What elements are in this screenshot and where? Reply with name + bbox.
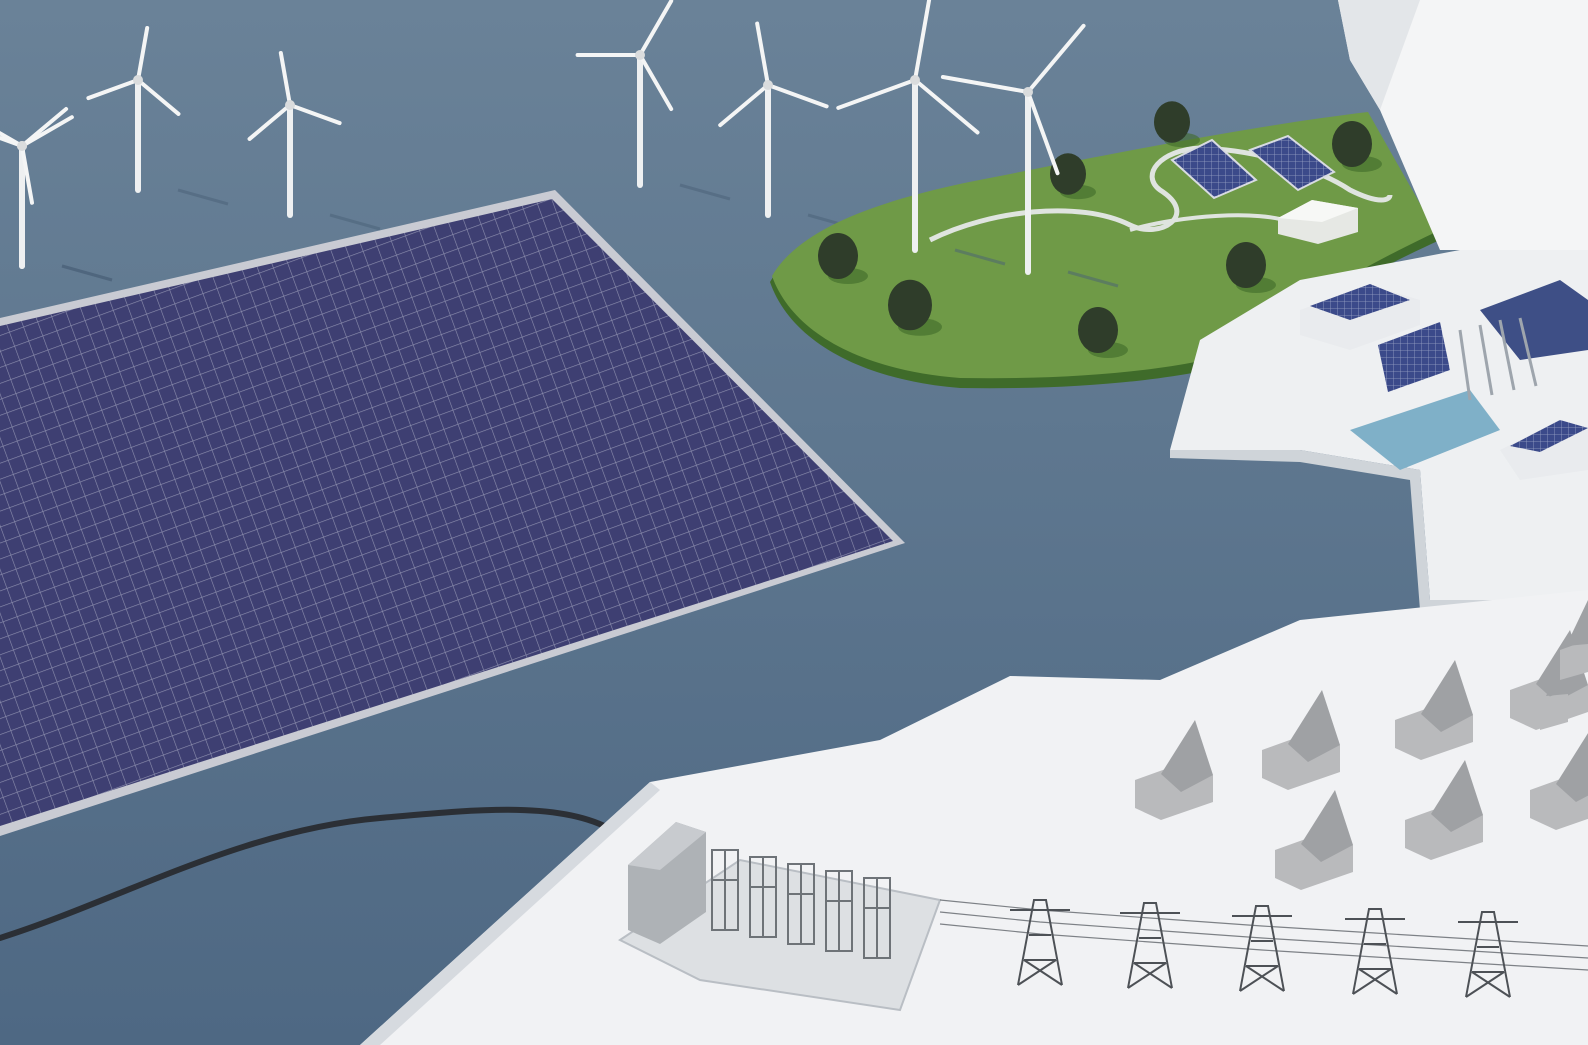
house bbox=[1405, 760, 1483, 860]
house bbox=[1135, 720, 1213, 820]
transmission-tower bbox=[1010, 899, 1070, 986]
house bbox=[1275, 790, 1353, 890]
island-solar-panels bbox=[1170, 134, 1336, 200]
transmission-tower bbox=[1345, 908, 1405, 995]
electrical-substation bbox=[618, 822, 942, 1012]
wind-turbine bbox=[0, 106, 113, 282]
island-building bbox=[1278, 200, 1358, 244]
house bbox=[1395, 660, 1473, 760]
tree bbox=[1226, 242, 1276, 293]
houses bbox=[1135, 600, 1588, 890]
subsea-cable bbox=[0, 806, 615, 941]
offshore-wind-turbines bbox=[0, 0, 859, 282]
transmission-tower bbox=[1458, 911, 1518, 998]
wind-turbine bbox=[940, 23, 1119, 288]
tree bbox=[818, 233, 868, 284]
tree bbox=[1050, 153, 1096, 200]
wind-turbine bbox=[247, 51, 381, 231]
tree bbox=[1154, 101, 1200, 148]
house bbox=[1530, 733, 1588, 830]
hydropower-dam bbox=[1170, 0, 1588, 610]
island-trees bbox=[818, 101, 1382, 358]
wind-turbine bbox=[836, 0, 1006, 266]
transmission-tower bbox=[1120, 902, 1180, 989]
transmission-towers bbox=[939, 899, 1588, 998]
tree bbox=[1332, 121, 1382, 172]
floating-solar-array bbox=[0, 190, 905, 836]
wind-turbine bbox=[575, 0, 731, 201]
house bbox=[1560, 600, 1588, 680]
tree bbox=[1078, 307, 1128, 358]
island-wind-turbines bbox=[836, 0, 1119, 288]
house bbox=[1262, 690, 1340, 790]
transmission-tower bbox=[1232, 905, 1292, 992]
wind-turbine bbox=[86, 26, 229, 206]
tree bbox=[888, 279, 942, 336]
